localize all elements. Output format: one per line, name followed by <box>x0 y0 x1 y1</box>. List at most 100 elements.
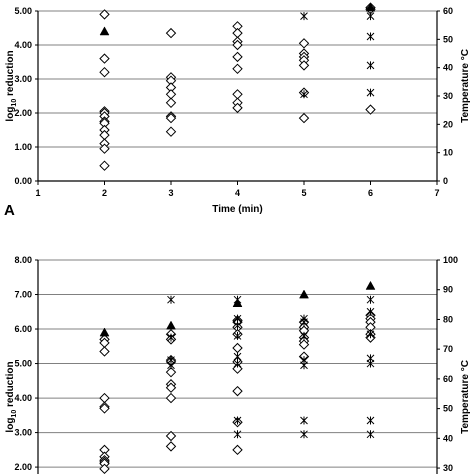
y-tick-label: 4.00 <box>14 40 32 50</box>
y-tick-label: 1.00 <box>14 142 32 152</box>
star-point <box>300 331 308 340</box>
x-tick-label: 6 <box>368 188 373 198</box>
y2-tick-label: 40 <box>443 433 453 443</box>
y2-tick-label: 30 <box>443 463 453 473</box>
star-point <box>366 295 375 304</box>
triangle-point <box>99 26 110 36</box>
diamond-point <box>99 143 110 154</box>
y-tick-label: 4.00 <box>14 393 32 403</box>
star-point <box>366 330 375 339</box>
diamond-point <box>232 63 243 75</box>
star-point <box>366 430 375 439</box>
star-point <box>233 295 242 304</box>
star-point <box>300 430 308 439</box>
diamond-point <box>99 160 110 171</box>
triangle-point <box>365 280 376 290</box>
star-point <box>233 321 242 330</box>
y2-tick-label: 50 <box>443 34 453 44</box>
y2-tick-label: 60 <box>443 6 453 16</box>
y-tick-label: 6.00 <box>14 324 32 334</box>
star-point <box>300 361 308 370</box>
x-axis-title: Time (min) <box>212 204 262 215</box>
star-point <box>300 90 308 99</box>
star-point <box>366 12 375 21</box>
y-tick-label: 2.00 <box>14 108 32 118</box>
triangle-point <box>365 2 376 12</box>
star-point <box>167 361 175 370</box>
y2-tick-label: 10 <box>443 148 453 158</box>
diamond-point <box>298 112 310 124</box>
diamond-point <box>232 89 243 100</box>
y2-axis-title: Temperature °C <box>460 360 471 434</box>
diamond-point <box>99 53 110 64</box>
diamond-point <box>298 60 310 71</box>
diamond-point <box>165 126 177 137</box>
diamond-point <box>165 27 177 39</box>
star-point <box>300 416 308 425</box>
y2-tick-label: 50 <box>443 404 453 414</box>
y2-axis-title: Temperature °C <box>460 49 471 123</box>
diamond-point <box>298 38 310 49</box>
diamond-point <box>165 430 177 442</box>
star-point <box>233 331 242 340</box>
y-axis-title: log10 reduction <box>5 361 18 432</box>
panel-b: 2.00 3.00 4.00 5.00 6.00 7.00 8.00 30 40 50 60 70 80… <box>5 255 471 474</box>
star-point <box>366 61 375 70</box>
diamond-point <box>365 104 376 115</box>
diamond-point <box>232 51 243 63</box>
diamond-point <box>99 463 110 474</box>
x-tick-label: 4 <box>235 188 240 198</box>
x-tick-label: 5 <box>301 188 306 198</box>
star-point <box>233 314 242 323</box>
y-tick-label: 7.00 <box>14 290 32 300</box>
y2-tick-label: 100 <box>443 255 458 265</box>
triangle-point <box>99 327 110 337</box>
x-tick-label: 2 <box>102 188 107 198</box>
diamond-point <box>232 444 243 456</box>
diamond-point <box>165 441 177 452</box>
diamond-point <box>232 39 243 51</box>
diamond-point <box>298 339 310 350</box>
star-point <box>167 333 175 342</box>
diamond-point <box>165 382 177 393</box>
diamond-point <box>99 346 110 357</box>
x-tick-label: 1 <box>35 188 40 198</box>
y-tick-label: 5.00 <box>14 6 32 16</box>
star-point <box>233 352 242 361</box>
star-point <box>167 295 175 304</box>
star-point <box>300 12 308 21</box>
star-point <box>233 430 242 439</box>
diamond-point <box>99 403 110 414</box>
y-tick-label: 8.00 <box>14 255 32 265</box>
y-tick-label: 3.00 <box>14 428 32 438</box>
star-point <box>366 416 375 425</box>
diamond-point <box>232 342 243 354</box>
y-tick-label: 5.00 <box>14 359 32 369</box>
diamond-point <box>165 89 177 100</box>
diamond-point <box>99 9 110 20</box>
diamond-point <box>232 102 243 114</box>
diamond-point <box>165 97 177 109</box>
y2-tick-label: 0 <box>443 176 448 186</box>
triangle-point <box>166 320 176 330</box>
triangle-point <box>299 289 309 299</box>
diamond-point <box>232 27 243 39</box>
y2-tick-label: 80 <box>443 314 453 324</box>
y-tick-label: 2.00 <box>14 462 32 472</box>
y2-tick-label: 40 <box>443 63 453 73</box>
star-point <box>233 416 242 425</box>
star-point <box>366 359 375 368</box>
y-axis-title: log10 reduction <box>5 50 18 121</box>
y-tick-label: 0.00 <box>14 176 32 186</box>
y2-tick-label: 30 <box>443 91 453 101</box>
diamond-point <box>165 392 177 404</box>
star-point <box>366 88 375 97</box>
y2-tick-label: 60 <box>443 374 453 384</box>
x-tick-label: 3 <box>168 188 173 198</box>
y-tick-label: 3.00 <box>14 74 32 84</box>
diamond-point <box>99 66 110 78</box>
star-point <box>300 318 308 327</box>
panel-letter: A <box>4 202 15 219</box>
star-point <box>233 359 242 368</box>
